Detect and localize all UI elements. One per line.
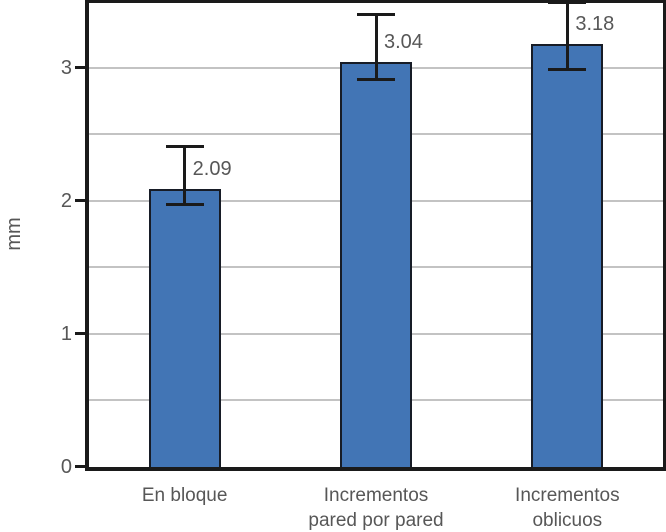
x-axis-category-label: Incrementos oblicuos <box>515 485 620 531</box>
error-bar-cap-bottom <box>165 203 204 207</box>
error-bar-cap-top <box>165 144 204 148</box>
bar <box>148 188 221 469</box>
error-bar-cap-bottom <box>548 67 587 71</box>
y-axis-tick-label: 2 <box>60 189 72 212</box>
error-bar-line <box>374 12 378 82</box>
bar-value-label: 3.04 <box>384 31 423 54</box>
y-axis-line <box>85 0 89 471</box>
y-axis-tick <box>75 465 86 468</box>
error-bar-line <box>183 144 187 207</box>
bar-value-label: 2.09 <box>192 157 232 180</box>
error-bar-line <box>565 1 569 71</box>
y-axis-tick-label: 3 <box>60 56 72 79</box>
error-bar-cap-bottom <box>357 78 395 82</box>
y-axis-title: mm <box>3 217 25 251</box>
error-bar-cap-top <box>357 12 395 16</box>
y-axis-tick <box>75 65 86 69</box>
bar <box>340 62 412 469</box>
bar <box>531 43 604 469</box>
y-axis-tick-label: 1 <box>60 322 72 345</box>
x-axis-line <box>85 467 666 471</box>
error-bar-cap-top <box>548 1 587 4</box>
y-axis-tick-label: 0 <box>60 456 72 478</box>
plot-border-right <box>663 0 666 471</box>
plot-border-top <box>85 0 666 3</box>
x-axis-category-label: En bloque <box>141 485 228 506</box>
x-axis-category-label: Incrementos pared por pared <box>308 485 444 531</box>
bar-value-label: 3.18 <box>575 12 615 35</box>
y-axis-tick <box>75 331 86 335</box>
y-axis-tick <box>75 198 86 202</box>
